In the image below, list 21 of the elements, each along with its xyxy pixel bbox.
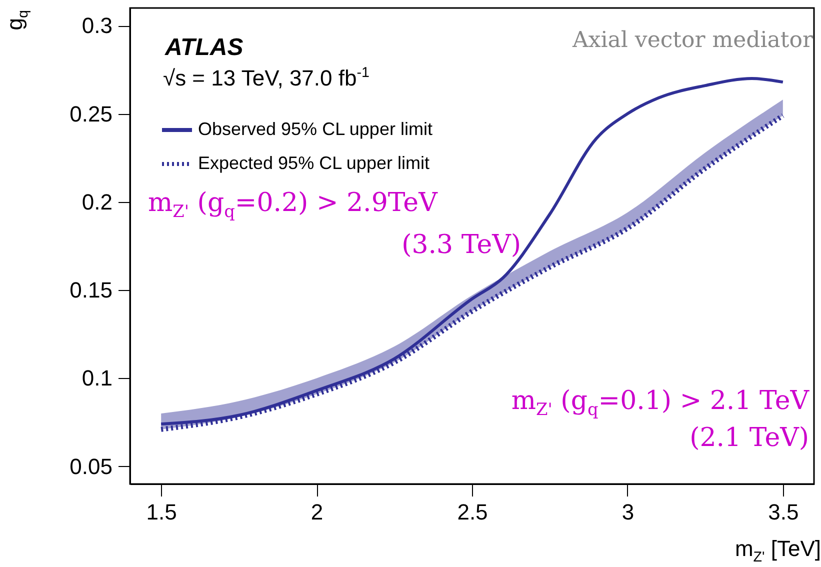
y-tick-label: 0.05 [70, 454, 112, 479]
x-tick-label: 3 [622, 500, 634, 524]
legend-label: Observed 95% CL upper limit [198, 119, 432, 139]
legend-label: Expected 95% CL upper limit [198, 153, 430, 173]
x-tick-label: 3.5 [768, 500, 799, 524]
annotation: (3.3 TeV) [402, 230, 521, 260]
y-tick-label: 0.25 [70, 101, 112, 126]
x-axis-title: m$_{Z'}$ [TeV] [734, 536, 821, 566]
x-tick-label: 2 [310, 500, 324, 524]
y-tick-label: 0.2 [82, 189, 112, 214]
x-tick-label: 2.5 [457, 500, 488, 524]
y-tick-label: 0.1 [82, 366, 112, 391]
x-tick-label: 1.5 [146, 500, 177, 524]
annotation: m$_{Z'}$ (g$_{q}$=0.1) > 2.1 TeV [511, 386, 809, 420]
annotation: ATLAS [165, 34, 244, 61]
annotation: m$_{Z'}$ (g$_{q}$=0.2) > 2.9TeV [148, 188, 438, 222]
annotation: (2.1 TeV) [690, 423, 809, 453]
y-tick-label: 0.15 [70, 278, 112, 303]
y-tick-label: 0.3 [82, 13, 112, 38]
annotation: Axial vector mediator [572, 28, 813, 53]
annotation: √s = 13 TeV, 37.0 fb$^{-1}$ [163, 65, 370, 90]
